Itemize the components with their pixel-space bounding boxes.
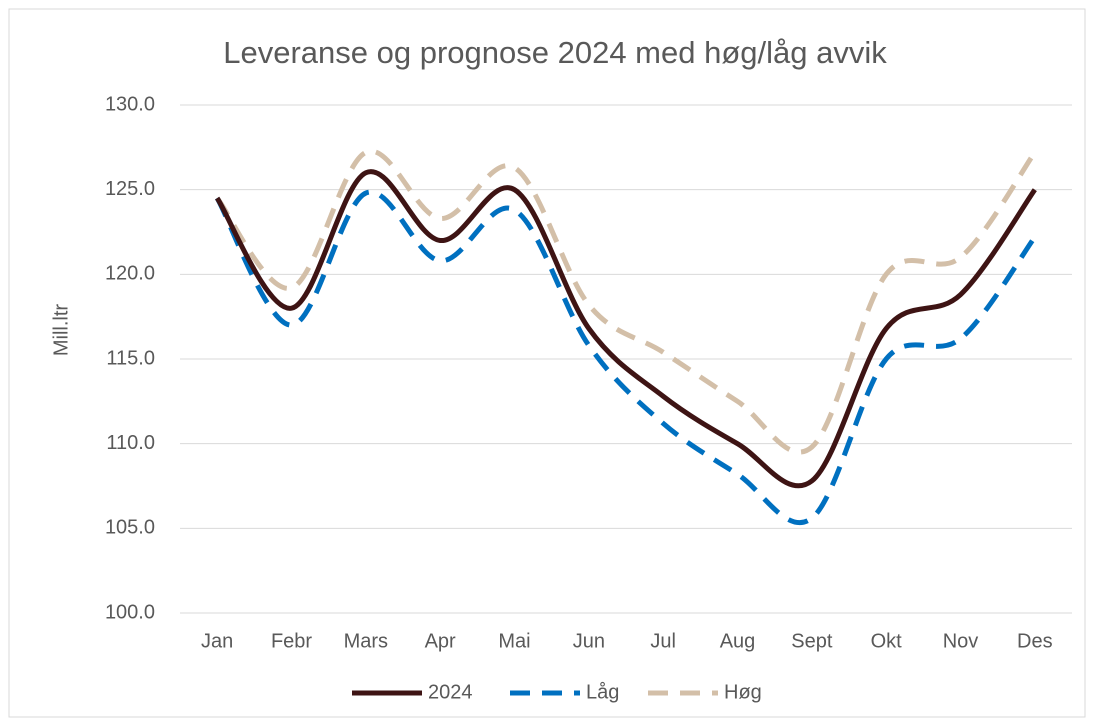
- y-tick-label: 105.0: [105, 517, 155, 539]
- legend-label: 2024: [428, 681, 473, 703]
- x-tick-label: Mai: [498, 630, 530, 652]
- y-tick-label: 120.0: [105, 263, 155, 285]
- x-tick-label: Jan: [201, 630, 233, 652]
- series-line: [215, 169, 1037, 489]
- y-tick-label: 125.0: [105, 178, 155, 200]
- y-tick-label: 115.0: [106, 347, 155, 369]
- chart-border: [8, 8, 1086, 718]
- y-tick-label: 110.0: [106, 432, 155, 454]
- series-line: [215, 148, 1037, 455]
- x-tick-label: Febr: [271, 630, 312, 652]
- x-tick-label: Jun: [573, 630, 605, 652]
- x-tick-label: Jul: [650, 630, 676, 652]
- y-tick-label: 100.0: [105, 601, 155, 623]
- legend-label: Høg: [724, 681, 762, 703]
- x-tick-label: Nov: [943, 630, 979, 652]
- y-tick-label: 130.0: [105, 93, 155, 115]
- series-line: [214, 189, 1037, 526]
- x-tick-label: Des: [1017, 630, 1053, 652]
- y-axis-label: Mill.ltr: [50, 304, 72, 357]
- legend-label: Låg: [586, 681, 619, 703]
- x-tick-label: Sept: [791, 630, 833, 652]
- x-tick-label: Aug: [720, 630, 756, 652]
- x-tick-label: Apr: [425, 630, 456, 652]
- chart-title: Leveranse og prognose 2024 med høg/låg a…: [223, 35, 887, 70]
- x-tick-label: Okt: [871, 630, 903, 652]
- x-tick-label: Mars: [344, 630, 388, 652]
